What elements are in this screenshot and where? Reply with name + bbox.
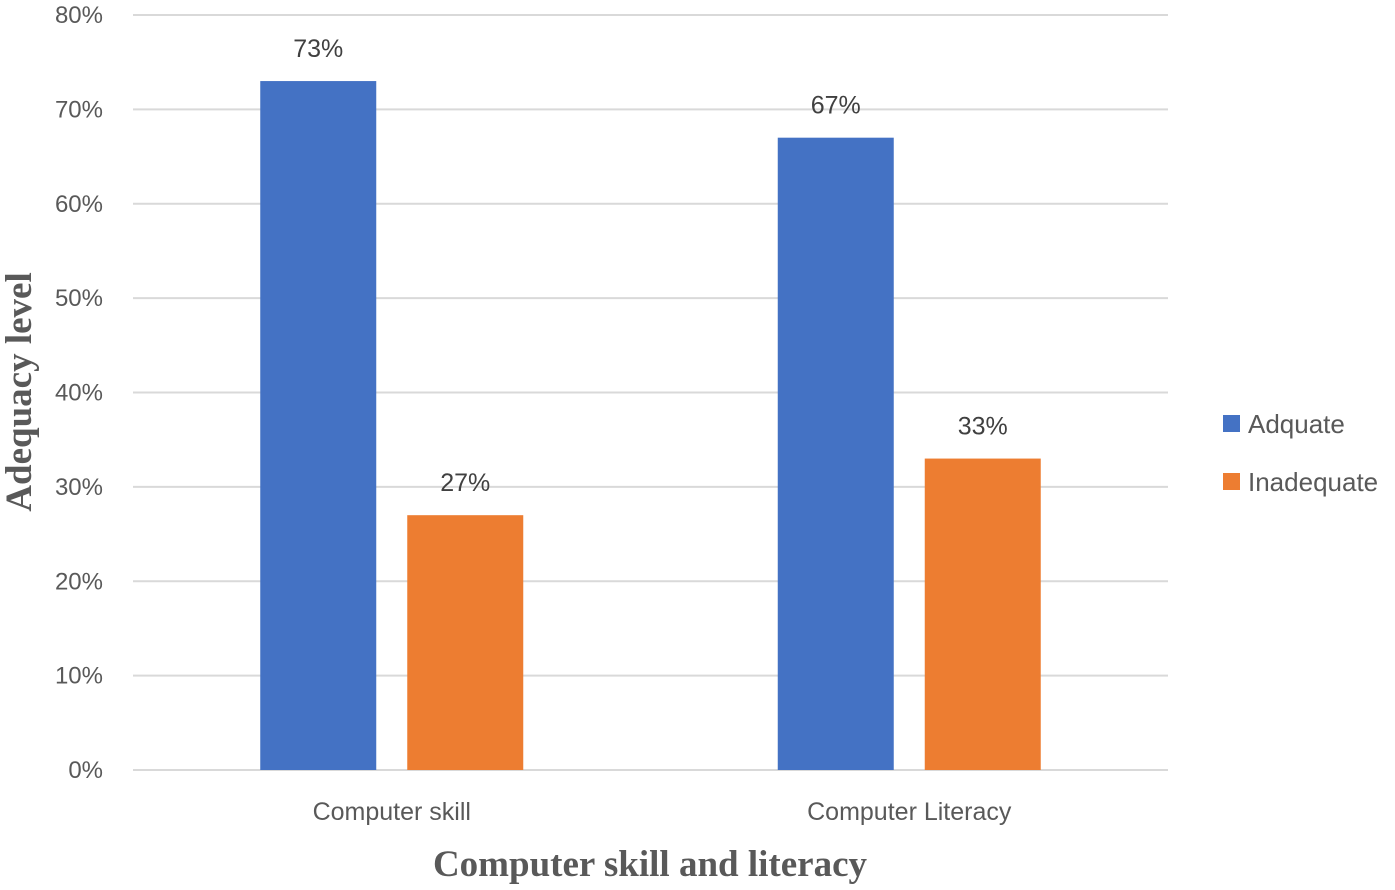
data-label: 73% (293, 35, 343, 63)
bars (260, 81, 1041, 770)
y-tick-label: 40% (55, 380, 103, 407)
x-axis-title: Computer skill and literacy (433, 844, 868, 885)
y-tick-label: 0% (68, 757, 103, 784)
y-tick-label: 50% (55, 285, 103, 312)
y-tick-label: 20% (55, 568, 103, 595)
y-axis-tick-labels: 0% 10% 20% 30% 40% 50% 60% 70% 80% (55, 2, 103, 784)
data-label: 33% (958, 413, 1008, 441)
legend-swatch (1223, 415, 1240, 432)
data-label: 67% (811, 92, 861, 120)
data-labels: 73% 27% 67% 33% (293, 35, 1008, 497)
legend: Adquate Inadequate (1223, 409, 1378, 497)
legend-label: Adquate (1248, 409, 1345, 439)
bar-inadequate-computer-skill (407, 515, 524, 770)
data-label: 27% (440, 469, 490, 497)
bar-adquate-computer-literacy (777, 137, 894, 770)
legend-label: Inadequate (1248, 467, 1378, 497)
bar-adquate-computer-skill (260, 81, 377, 770)
category-label: Computer skill (313, 798, 471, 826)
y-axis-title: Adequacy level (0, 272, 40, 511)
category-label: Computer Literacy (807, 798, 1012, 826)
y-tick-label: 70% (55, 96, 103, 123)
y-tick-label: 30% (55, 474, 103, 501)
y-tick-label: 80% (55, 2, 103, 29)
x-axis-category-labels: Computer skill Computer Literacy (313, 798, 1012, 826)
legend-swatch (1223, 473, 1240, 490)
y-tick-label: 60% (55, 191, 103, 218)
y-tick-label: 10% (55, 663, 103, 690)
bar-inadequate-computer-literacy (924, 458, 1041, 770)
